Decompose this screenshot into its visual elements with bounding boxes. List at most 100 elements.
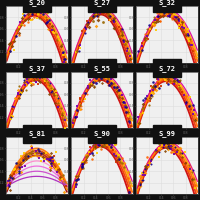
Point: [20, 16, 23, 20]
Point: [27, 77, 30, 81]
Point: [122, 99, 125, 102]
Point: [72, 118, 75, 121]
Point: [120, 32, 124, 36]
Point: [10, 175, 13, 178]
Point: [161, 78, 164, 81]
Point: [149, 158, 152, 161]
Point: [17, 32, 20, 35]
Point: [36, 75, 39, 78]
Point: [149, 160, 152, 163]
Point: [146, 34, 149, 37]
Point: [24, 77, 27, 80]
Point: [48, 158, 52, 162]
Point: [187, 164, 190, 167]
Point: [124, 44, 127, 47]
Point: [97, 7, 100, 10]
Point: [35, 17, 38, 20]
Point: [113, 16, 116, 19]
Point: [22, 13, 25, 16]
Point: [47, 159, 50, 162]
Point: [155, 148, 158, 152]
Point: [160, 146, 163, 149]
Point: [191, 44, 194, 47]
Point: [138, 181, 142, 184]
Point: [56, 38, 59, 41]
Point: [167, 144, 170, 147]
Point: [143, 172, 146, 175]
Point: [45, 79, 48, 82]
Point: [97, 11, 101, 14]
Point: [76, 107, 80, 110]
Point: [34, 81, 37, 84]
Point: [147, 23, 151, 27]
Point: [184, 30, 188, 33]
Point: [93, 85, 96, 89]
Point: [187, 34, 190, 37]
Point: [102, 144, 105, 148]
Point: [100, 137, 103, 140]
Point: [163, 138, 167, 141]
Point: [77, 50, 80, 53]
Point: [160, 141, 163, 144]
Point: [123, 40, 126, 43]
Point: [148, 99, 152, 102]
Point: [170, 11, 173, 14]
Point: [177, 23, 180, 26]
Point: [56, 106, 59, 109]
Point: [30, 18, 33, 21]
Point: [38, 77, 41, 80]
Point: [10, 114, 13, 118]
Point: [101, 77, 104, 81]
Point: [37, 148, 40, 151]
Point: [99, 147, 103, 150]
Point: [42, 15, 45, 19]
Point: [89, 17, 92, 20]
Point: [24, 84, 27, 87]
Point: [138, 183, 141, 186]
Point: [94, 147, 97, 150]
Point: [188, 42, 191, 46]
Point: [78, 46, 81, 49]
Point: [58, 177, 61, 180]
Point: [85, 22, 89, 25]
Point: [8, 178, 11, 181]
Point: [122, 39, 125, 42]
Point: [39, 152, 42, 155]
Point: [167, 78, 170, 81]
Point: [163, 143, 166, 146]
Point: [152, 23, 156, 27]
Point: [143, 36, 147, 39]
Point: [47, 27, 50, 30]
Point: [138, 185, 142, 188]
Point: [81, 162, 84, 165]
Point: [41, 12, 44, 15]
Point: [80, 29, 83, 32]
Point: [169, 75, 173, 78]
Point: [16, 162, 19, 165]
Point: [25, 80, 28, 84]
Point: [82, 161, 85, 165]
Point: [109, 147, 112, 150]
Point: [81, 94, 84, 97]
Point: [167, 146, 170, 149]
Point: [95, 11, 99, 14]
Point: [17, 170, 20, 173]
Point: [17, 171, 20, 174]
Point: [193, 187, 197, 190]
Point: [18, 25, 21, 29]
Point: [12, 106, 15, 109]
Point: [95, 76, 98, 79]
Point: [157, 81, 160, 85]
Point: [45, 151, 48, 154]
Point: [23, 151, 26, 155]
Point: [50, 87, 53, 91]
Point: [165, 13, 168, 17]
Point: [87, 25, 91, 28]
Point: [188, 168, 191, 171]
Point: [129, 57, 132, 61]
Point: [18, 167, 21, 170]
Point: [14, 171, 17, 174]
Point: [119, 93, 122, 96]
Point: [95, 81, 98, 84]
Point: [157, 146, 160, 149]
